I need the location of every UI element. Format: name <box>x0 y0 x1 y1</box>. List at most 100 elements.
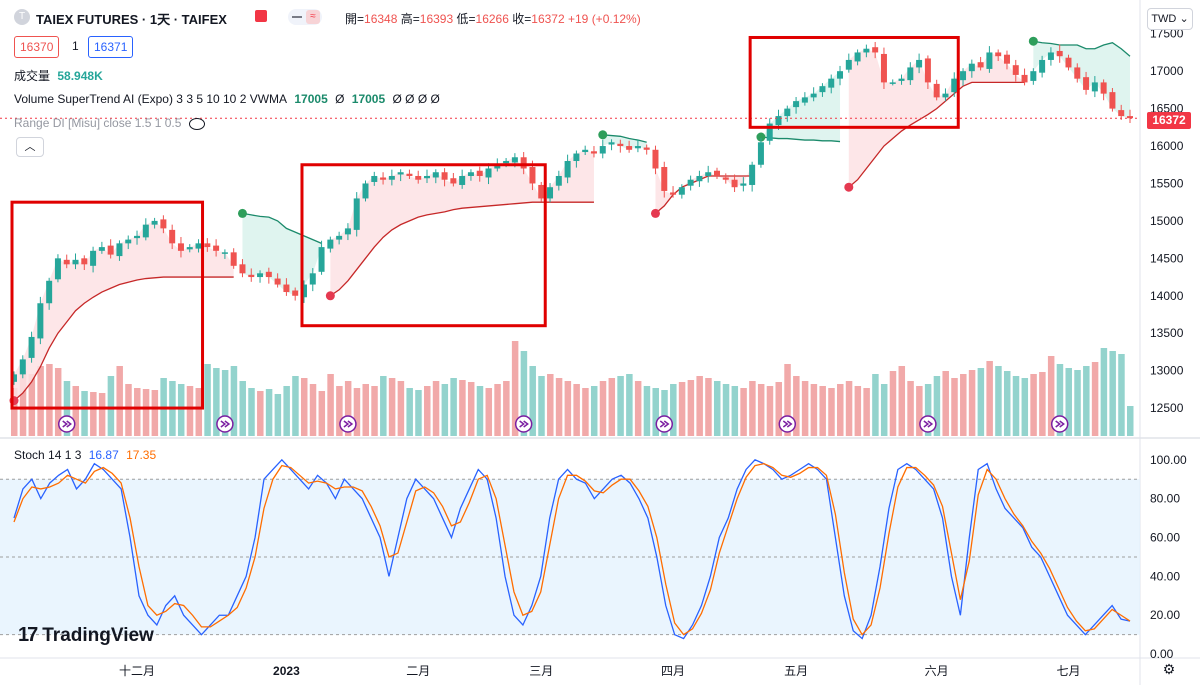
time-tick-label: 七月 <box>1056 664 1080 678</box>
volume-bar <box>511 341 519 436</box>
currency-selector[interactable]: TWD ⌄ <box>1147 8 1193 30</box>
candle-body <box>450 178 457 184</box>
candle-body <box>731 179 738 188</box>
supertrend-legend[interactable]: Volume SuperTrend AI (Expo) 3 3 5 10 10 … <box>14 92 444 106</box>
volume-bar <box>837 384 844 436</box>
candle-body <box>749 164 756 185</box>
candle-body <box>265 271 272 278</box>
gear-icon[interactable]: ⚙ <box>1162 661 1176 677</box>
volume-bar <box>757 384 765 436</box>
candle-body <box>257 273 264 278</box>
candle-body <box>467 172 474 176</box>
candle-body <box>643 147 650 150</box>
candle-body <box>362 183 369 199</box>
supertrend-bear-line <box>242 212 322 244</box>
supertrend-bull-fill <box>14 220 234 401</box>
volume-bar <box>90 392 97 436</box>
supertrend-rest: Ø Ø Ø Ø <box>392 92 440 106</box>
candle-body <box>916 59 923 68</box>
bear-signal-dot <box>598 130 608 140</box>
volume-bar <box>186 386 194 436</box>
highlight-boxes <box>10 35 960 410</box>
candle-body <box>1056 50 1063 57</box>
volume-bar <box>520 351 528 436</box>
candle-body <box>986 52 993 69</box>
tradingview-logo[interactable]: 17 TradingView <box>18 624 154 647</box>
signal-arrow-icon <box>220 420 231 428</box>
candle-body <box>459 175 466 185</box>
volume-bar <box>582 388 589 436</box>
stoch-legend[interactable]: Stoch 14 1 3 16.87 17.35 <box>14 448 160 462</box>
volume-bar <box>1065 368 1072 436</box>
volume-bar <box>274 394 282 436</box>
candle-body <box>801 97 808 103</box>
candle-body <box>854 52 861 62</box>
volume-bar <box>28 374 36 436</box>
candle-body <box>169 229 176 244</box>
time-tick-label: 五月 <box>784 664 808 678</box>
volume-bar <box>19 371 27 436</box>
stochastic-pane <box>13 458 1131 640</box>
eye-dot-icon[interactable] <box>255 10 267 22</box>
bear-signal-dot <box>1028 36 1038 46</box>
candle-body <box>1100 82 1107 94</box>
symbol-title[interactable]: TAIEX FUTURES · 1天 · TAIFEX <box>36 12 227 27</box>
signal-arrow-icon <box>343 420 354 428</box>
price-tick-label: 15000 <box>1150 214 1184 228</box>
price-tick-label: 17000 <box>1150 64 1184 78</box>
candle-body <box>1047 52 1054 60</box>
ohlc-readout: 開=16348 高=16393 低=16266 收=16372 +19 (+0.… <box>345 12 641 26</box>
candle-body <box>713 170 720 176</box>
volume-legend[interactable]: 成交量 58.948K <box>14 67 107 84</box>
volume-bar <box>1030 374 1037 436</box>
volume-bar <box>1074 370 1081 436</box>
signal-arrow-icon <box>1055 420 1065 428</box>
volume-bar <box>529 366 536 436</box>
volume-bar <box>309 384 317 436</box>
price-tick-label: 16000 <box>1150 139 1184 153</box>
candle-body <box>555 175 562 186</box>
close-value: 16372 <box>531 12 565 26</box>
volume-bar <box>424 386 431 436</box>
candle-body <box>810 93 817 98</box>
candle-body <box>1083 77 1090 90</box>
volume-bar <box>960 374 967 436</box>
candle-body <box>670 192 677 195</box>
candle-body <box>907 67 914 81</box>
candle-body <box>995 52 1002 57</box>
volume-bar <box>810 384 818 436</box>
change-value: +19 (+0.12%) <box>568 12 641 26</box>
supertrend-label: Volume SuperTrend AI (Expo) 3 3 5 10 10 … <box>14 92 288 106</box>
candle-body <box>520 157 527 169</box>
supertrend-bull-fill <box>655 164 753 214</box>
volume-bar <box>283 386 290 436</box>
highlight-box <box>10 200 205 410</box>
volume-bar <box>968 370 976 436</box>
volume-bar <box>300 378 308 436</box>
volume-bar <box>1083 366 1090 436</box>
chevron-down-icon: ⌄ <box>1179 13 1189 25</box>
signal-arrow-icon <box>519 420 529 428</box>
ask-box[interactable]: 16371 <box>88 36 134 58</box>
supertrend-bull-line <box>655 175 753 214</box>
currency-label: TWD <box>1151 13 1177 25</box>
range-legend[interactable]: Range DI [Misu] close 1.5 1 0.5 <box>14 116 209 130</box>
tradingview-wordmark: TradingView <box>42 625 154 646</box>
volume-bar <box>626 374 633 436</box>
volume-bar <box>995 366 1002 436</box>
supertrend-bear-fill <box>1033 41 1130 119</box>
collapse-legend-button[interactable]: ︿ <box>16 137 44 157</box>
eye-hidden-icon[interactable] <box>188 117 205 130</box>
compare-toggle[interactable]: ≈ <box>288 9 322 25</box>
range-label: Range DI [Misu] close 1.5 1 0.5 <box>14 116 182 130</box>
candle-body <box>608 142 615 145</box>
low-value: 16266 <box>475 12 509 26</box>
signal-arrow-icon <box>923 420 934 428</box>
bid-box[interactable]: 16370 <box>14 36 60 58</box>
candle-body <box>960 71 967 81</box>
volume-bar <box>652 388 659 436</box>
candle-body <box>564 161 571 178</box>
candle-body <box>327 239 334 249</box>
candle-body <box>1118 110 1125 117</box>
